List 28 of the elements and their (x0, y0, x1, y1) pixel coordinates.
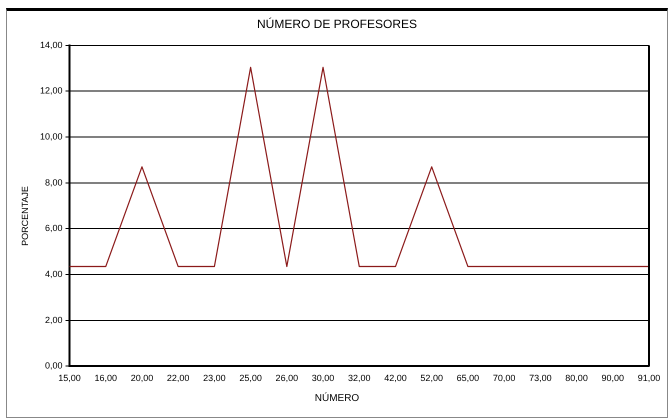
x-tick-label: 26,00 (276, 373, 298, 384)
y-tick-label: 10,00 (40, 132, 63, 142)
x-tick-label: 52,00 (420, 373, 443, 384)
x-tick-label: 65,00 (456, 373, 480, 384)
y-tick-label: 14,00 (40, 40, 63, 50)
y-tick-label: 12,00 (40, 86, 63, 96)
y-tick-label: 6,00 (44, 223, 63, 234)
x-tick-label: 80,00 (565, 373, 588, 384)
x-tick-label: 25,00 (239, 373, 262, 384)
x-axis-title: NÚMERO (314, 393, 360, 404)
x-tick-label: 23,00 (203, 373, 226, 384)
y-tick-label: 8,00 (44, 177, 63, 188)
x-tick-label: 73,00 (529, 373, 552, 384)
x-tick-label: 32,00 (348, 373, 371, 384)
x-tick-label: 22,00 (166, 373, 190, 384)
y-tick-label: 4,00 (44, 269, 63, 280)
x-tick-label: 20,00 (130, 373, 154, 384)
chart-title: NÚMERO DE PROFESORES (256, 17, 418, 31)
y-tick-label: 2,00 (44, 314, 63, 325)
x-tick-label: 90,00 (602, 373, 624, 384)
x-tick-label: 70,00 (492, 373, 516, 384)
x-tick-label: 16,00 (94, 373, 118, 384)
x-tick-label: 91,00 (638, 373, 660, 384)
x-tick-label: 15,00 (58, 373, 81, 384)
x-tick-label: 42,00 (384, 373, 407, 384)
y-tick-label: 0,00 (44, 360, 63, 371)
y-axis-title: PORCENTAJE (20, 185, 30, 248)
x-tick-label: 30,00 (312, 373, 334, 384)
